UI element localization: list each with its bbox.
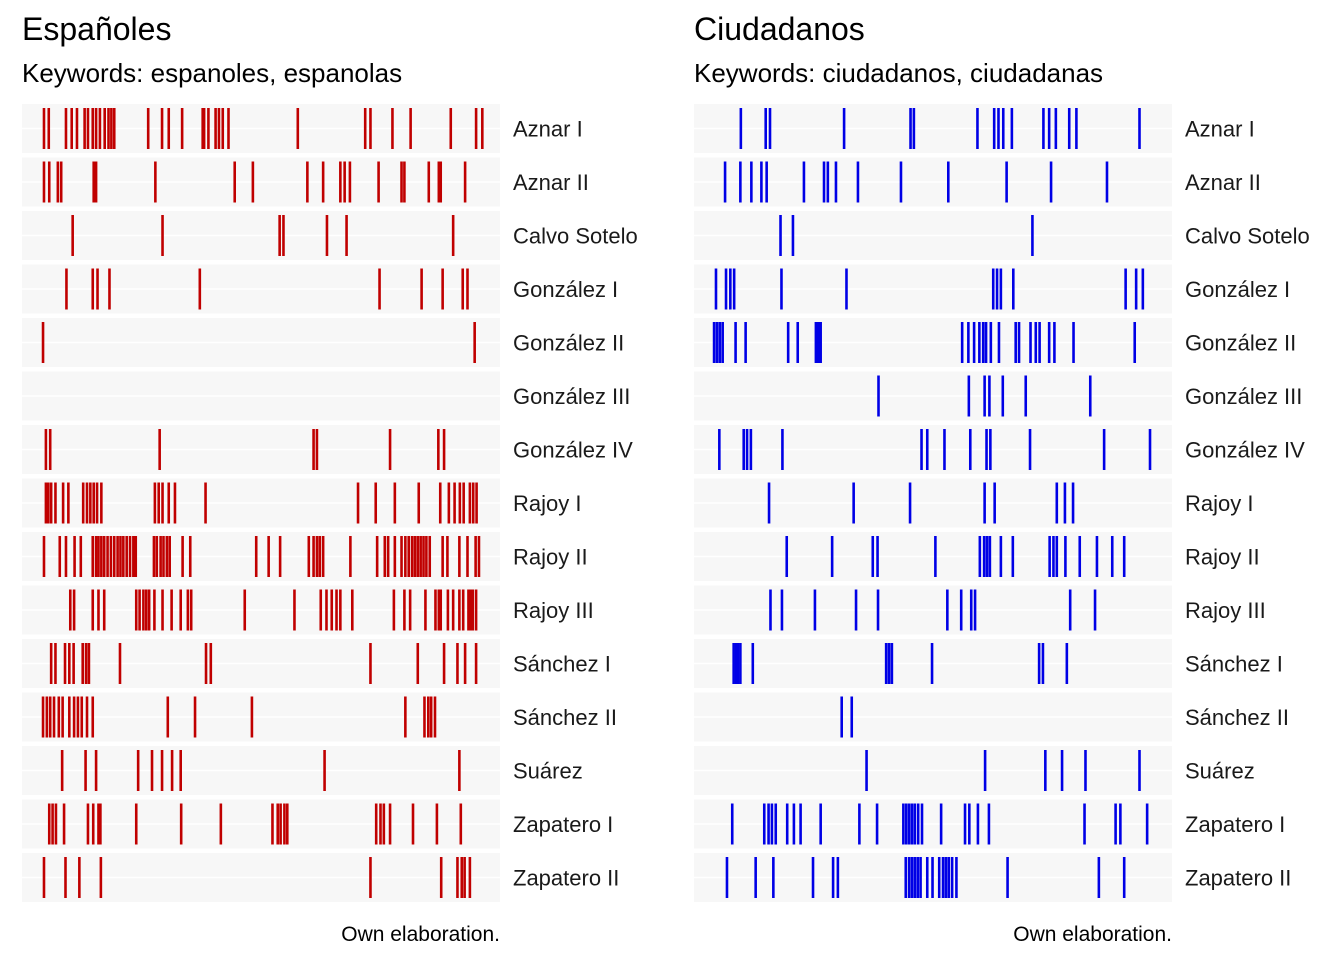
row-11: Sánchez II [22, 692, 617, 742]
panel-caption: Own elaboration. [341, 923, 500, 946]
row-label: Rajoy I [1185, 491, 1253, 516]
panel-subtitle: Keywords: espanoles, espanolas [22, 58, 402, 88]
row-label: Sánchez I [1185, 652, 1283, 677]
row-10: Sánchez I [694, 639, 1283, 688]
row-4: González II [22, 318, 624, 367]
row-7: Rajoy I [694, 478, 1253, 528]
row-label: Zapatero II [513, 866, 619, 891]
row-label: Aznar I [513, 117, 583, 142]
row-strips: Aznar I Aznar II Calvo Sotelo González I Gon… [694, 104, 1310, 902]
panel-title: Ciudadanos [694, 11, 865, 47]
row-label: Suárez [1185, 759, 1255, 784]
row-label: González II [1185, 331, 1296, 356]
row-label: Calvo Sotelo [513, 224, 638, 249]
row-label: Sánchez II [513, 705, 617, 730]
row-1: Aznar II [694, 157, 1261, 207]
row-label: Rajoy III [1185, 598, 1266, 623]
row-5: González III [22, 371, 630, 421]
row-1: Aznar II [22, 157, 589, 207]
row-2: Calvo Sotelo [22, 211, 638, 260]
row-strips: Aznar I Aznar II Calvo Sotelo González I Gon… [22, 104, 638, 902]
row-label: Zapatero II [1185, 866, 1291, 891]
row-9: Rajoy III [694, 585, 1266, 635]
row-3: González I [694, 264, 1290, 314]
panel-title: Españoles [22, 11, 171, 47]
row-12: Suárez [22, 746, 583, 795]
row-6: González IV [22, 425, 633, 474]
row-label: Zapatero I [1185, 812, 1285, 837]
row-label: Rajoy II [1185, 545, 1260, 570]
row-label: Sánchez I [513, 652, 611, 677]
row-7: Rajoy I [22, 478, 581, 528]
row-10: Sánchez I [22, 639, 611, 688]
row-13: Zapatero I [22, 799, 613, 849]
row-label: González III [513, 384, 630, 409]
row-4: González II [694, 318, 1296, 367]
row-label: Calvo Sotelo [1185, 224, 1310, 249]
row-14: Zapatero II [22, 853, 619, 902]
row-13: Zapatero I [694, 799, 1285, 849]
row-11: Sánchez II [694, 692, 1289, 742]
row-label: González III [1185, 384, 1302, 409]
row-6: González IV [694, 425, 1305, 474]
row-label: González IV [513, 438, 633, 463]
row-2: Calvo Sotelo [694, 211, 1310, 260]
row-3: González I [22, 264, 618, 314]
row-label: Aznar II [513, 170, 589, 195]
panel-caption: Own elaboration. [1013, 923, 1172, 946]
row-label: González I [1185, 277, 1290, 302]
row-label: González I [513, 277, 618, 302]
row-label: Rajoy II [513, 545, 588, 570]
row-label: Aznar II [1185, 170, 1261, 195]
row-0: Aznar I [694, 104, 1255, 153]
row-label: Aznar I [1185, 117, 1255, 142]
row-label: Sánchez II [1185, 705, 1289, 730]
row-label: González IV [1185, 438, 1305, 463]
panel-espanoles: Españoles Keywords: espanoles, espanolas… [22, 11, 638, 946]
row-9: Rajoy III [22, 585, 594, 635]
row-12: Suárez [694, 746, 1255, 795]
row-label: Rajoy III [513, 598, 594, 623]
row-8: Rajoy II [694, 532, 1260, 581]
row-label: Suárez [513, 759, 583, 784]
row-8: Rajoy II [22, 532, 588, 581]
row-14: Zapatero II [694, 853, 1291, 902]
panel-subtitle: Keywords: ciudadanos, ciudadanas [694, 58, 1103, 88]
row-label: Rajoy I [513, 491, 581, 516]
row-label: Zapatero I [513, 812, 613, 837]
row-0: Aznar I [22, 104, 583, 153]
row-5: González III [694, 371, 1302, 421]
row-label: González II [513, 331, 624, 356]
panel-ciudadanos: Ciudadanos Keywords: ciudadanos, ciudada… [694, 11, 1310, 946]
